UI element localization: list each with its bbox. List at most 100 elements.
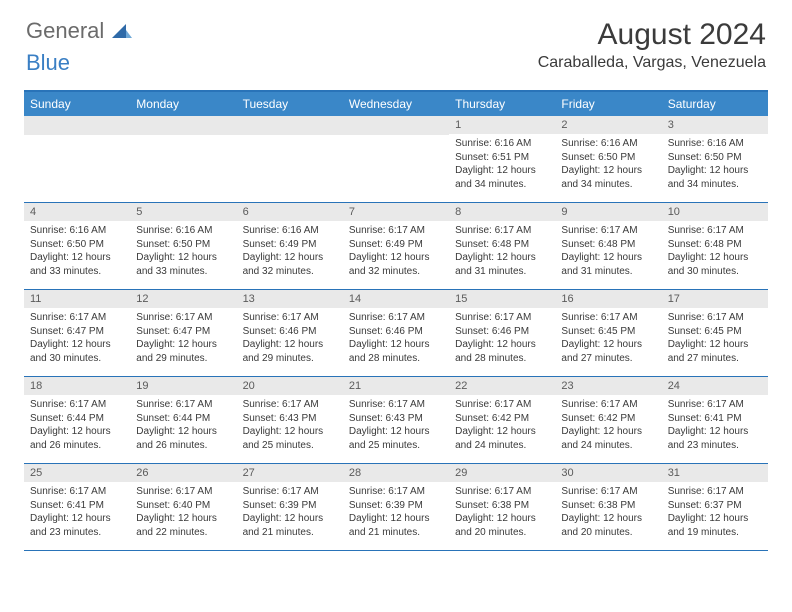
day-number: 19 (130, 377, 236, 395)
daylight-text: Daylight: 12 hours and 28 minutes. (455, 338, 549, 365)
logo: General Blue (26, 18, 132, 76)
cell-body: Sunrise: 6:17 AMSunset: 6:46 PMDaylight:… (237, 308, 343, 369)
daylight-text: Daylight: 12 hours and 19 minutes. (668, 512, 762, 539)
cell-body: Sunrise: 6:16 AMSunset: 6:51 PMDaylight:… (449, 134, 555, 195)
day-number: 9 (555, 203, 661, 221)
calendar-cell: 4Sunrise: 6:16 AMSunset: 6:50 PMDaylight… (24, 203, 130, 289)
sunset-text: Sunset: 6:47 PM (30, 325, 124, 339)
sunset-text: Sunset: 6:43 PM (243, 412, 337, 426)
sunset-text: Sunset: 6:37 PM (668, 499, 762, 513)
sunrise-text: Sunrise: 6:17 AM (455, 485, 549, 499)
sunrise-text: Sunrise: 6:17 AM (243, 398, 337, 412)
daylight-text: Daylight: 12 hours and 30 minutes. (668, 251, 762, 278)
day-number (237, 116, 343, 135)
sunrise-text: Sunrise: 6:16 AM (455, 137, 549, 151)
calendar-cell: 8Sunrise: 6:17 AMSunset: 6:48 PMDaylight… (449, 203, 555, 289)
cell-body: Sunrise: 6:17 AMSunset: 6:39 PMDaylight:… (343, 482, 449, 543)
daylight-text: Daylight: 12 hours and 26 minutes. (136, 425, 230, 452)
day-number: 16 (555, 290, 661, 308)
calendar-cell: 20Sunrise: 6:17 AMSunset: 6:43 PMDayligh… (237, 377, 343, 463)
calendar-cell: 14Sunrise: 6:17 AMSunset: 6:46 PMDayligh… (343, 290, 449, 376)
sunset-text: Sunset: 6:45 PM (668, 325, 762, 339)
day-number: 18 (24, 377, 130, 395)
day-number: 14 (343, 290, 449, 308)
sunset-text: Sunset: 6:48 PM (668, 238, 762, 252)
calendar-cell: 16Sunrise: 6:17 AMSunset: 6:45 PMDayligh… (555, 290, 661, 376)
sunrise-text: Sunrise: 6:17 AM (668, 398, 762, 412)
cell-body: Sunrise: 6:17 AMSunset: 6:43 PMDaylight:… (237, 395, 343, 456)
daylight-text: Daylight: 12 hours and 24 minutes. (561, 425, 655, 452)
sunrise-text: Sunrise: 6:17 AM (243, 311, 337, 325)
cell-body: Sunrise: 6:17 AMSunset: 6:45 PMDaylight:… (662, 308, 768, 369)
cell-body: Sunrise: 6:17 AMSunset: 6:44 PMDaylight:… (130, 395, 236, 456)
calendar-cell: 5 Sunrise: 6:16 AMSunset: 6:50 PMDaylight… (130, 203, 236, 289)
day-number: 31 (662, 464, 768, 482)
day-number: 23 (555, 377, 661, 395)
header: General Blue August 2024 Caraballeda, Va… (0, 0, 792, 84)
cell-body: Sunrise: 6:16 AMSunset: 6:49 PMDaylight:… (237, 221, 343, 282)
sunset-text: Sunset: 6:51 PM (455, 151, 549, 165)
day-number: 20 (237, 377, 343, 395)
day-number: 25 (24, 464, 130, 482)
daylight-text: Daylight: 12 hours and 33 minutes. (136, 251, 230, 278)
sunrise-text: Sunrise: 6:17 AM (561, 311, 655, 325)
day-number: 30 (555, 464, 661, 482)
daylight-text: Daylight: 12 hours and 34 minutes. (561, 164, 655, 191)
month-title: August 2024 (538, 18, 766, 52)
sunrise-text: Sunrise: 6:17 AM (455, 311, 549, 325)
day-number: 12 (130, 290, 236, 308)
day-number: 27 (237, 464, 343, 482)
dayname-sunday: Sunday (24, 92, 130, 116)
daylight-text: Daylight: 12 hours and 32 minutes. (243, 251, 337, 278)
daylight-text: Daylight: 12 hours and 22 minutes. (136, 512, 230, 539)
day-number: 5 (130, 203, 236, 221)
day-number: 26 (130, 464, 236, 482)
day-number: 3 (662, 116, 768, 134)
dayname-friday: Friday (555, 92, 661, 116)
day-number: 17 (662, 290, 768, 308)
sunset-text: Sunset: 6:40 PM (136, 499, 230, 513)
sunrise-text: Sunrise: 6:17 AM (349, 485, 443, 499)
sunset-text: Sunset: 6:48 PM (455, 238, 549, 252)
sunset-text: Sunset: 6:50 PM (561, 151, 655, 165)
sunrise-text: Sunrise: 6:16 AM (136, 224, 230, 238)
logo-sail-icon (112, 18, 132, 44)
logo-general-text: General (26, 18, 104, 43)
sunrise-text: Sunrise: 6:17 AM (30, 398, 124, 412)
dayname-thursday: Thursday (449, 92, 555, 116)
daylight-text: Daylight: 12 hours and 31 minutes. (561, 251, 655, 278)
sunset-text: Sunset: 6:50 PM (136, 238, 230, 252)
sunrise-text: Sunrise: 6:17 AM (349, 311, 443, 325)
calendar-cell: 21Sunrise: 6:17 AMSunset: 6:43 PMDayligh… (343, 377, 449, 463)
calendar-cell: 9Sunrise: 6:17 AMSunset: 6:48 PMDaylight… (555, 203, 661, 289)
daylight-text: Daylight: 12 hours and 23 minutes. (30, 512, 124, 539)
day-number: 13 (237, 290, 343, 308)
cell-body: Sunrise: 6:17 AMSunset: 6:38 PMDaylight:… (555, 482, 661, 543)
daylight-text: Daylight: 12 hours and 27 minutes. (668, 338, 762, 365)
sunset-text: Sunset: 6:43 PM (349, 412, 443, 426)
day-number: 15 (449, 290, 555, 308)
daylight-text: Daylight: 12 hours and 28 minutes. (349, 338, 443, 365)
daylight-text: Daylight: 12 hours and 32 minutes. (349, 251, 443, 278)
sunset-text: Sunset: 6:39 PM (243, 499, 337, 513)
day-number: 6 (237, 203, 343, 221)
calendar-cell (24, 116, 130, 202)
sunrise-text: Sunrise: 6:17 AM (668, 485, 762, 499)
sunrise-text: Sunrise: 6:16 AM (668, 137, 762, 151)
calendar-cell: 26 Sunrise: 6:17 AMSunset: 6:40 PMDayligh… (130, 464, 236, 550)
sunrise-text: Sunrise: 6:17 AM (561, 485, 655, 499)
daylight-text: Daylight: 12 hours and 24 minutes. (455, 425, 549, 452)
sunset-text: Sunset: 6:46 PM (243, 325, 337, 339)
cell-body: Sunrise: 6:16 AMSunset: 6:50 PMDaylight:… (24, 221, 130, 282)
sunset-text: Sunset: 6:42 PM (561, 412, 655, 426)
calendar-cell: 28Sunrise: 6:17 AMSunset: 6:39 PMDayligh… (343, 464, 449, 550)
day-number: 11 (24, 290, 130, 308)
calendar-cell: 31Sunrise: 6:17 AMSunset: 6:37 PMDayligh… (662, 464, 768, 550)
cell-body: Sunrise: 6:17 AMSunset: 6:37 PMDaylight:… (662, 482, 768, 543)
calendar-cell: 1Sunrise: 6:16 AMSunset: 6:51 PMDaylight… (449, 116, 555, 202)
sunset-text: Sunset: 6:46 PM (455, 325, 549, 339)
daylight-text: Daylight: 12 hours and 23 minutes. (668, 425, 762, 452)
daylight-text: Daylight: 12 hours and 34 minutes. (668, 164, 762, 191)
cell-body: Sunrise: 6:17 AMSunset: 6:44 PMDaylight:… (24, 395, 130, 456)
sunrise-text: Sunrise: 6:17 AM (136, 485, 230, 499)
